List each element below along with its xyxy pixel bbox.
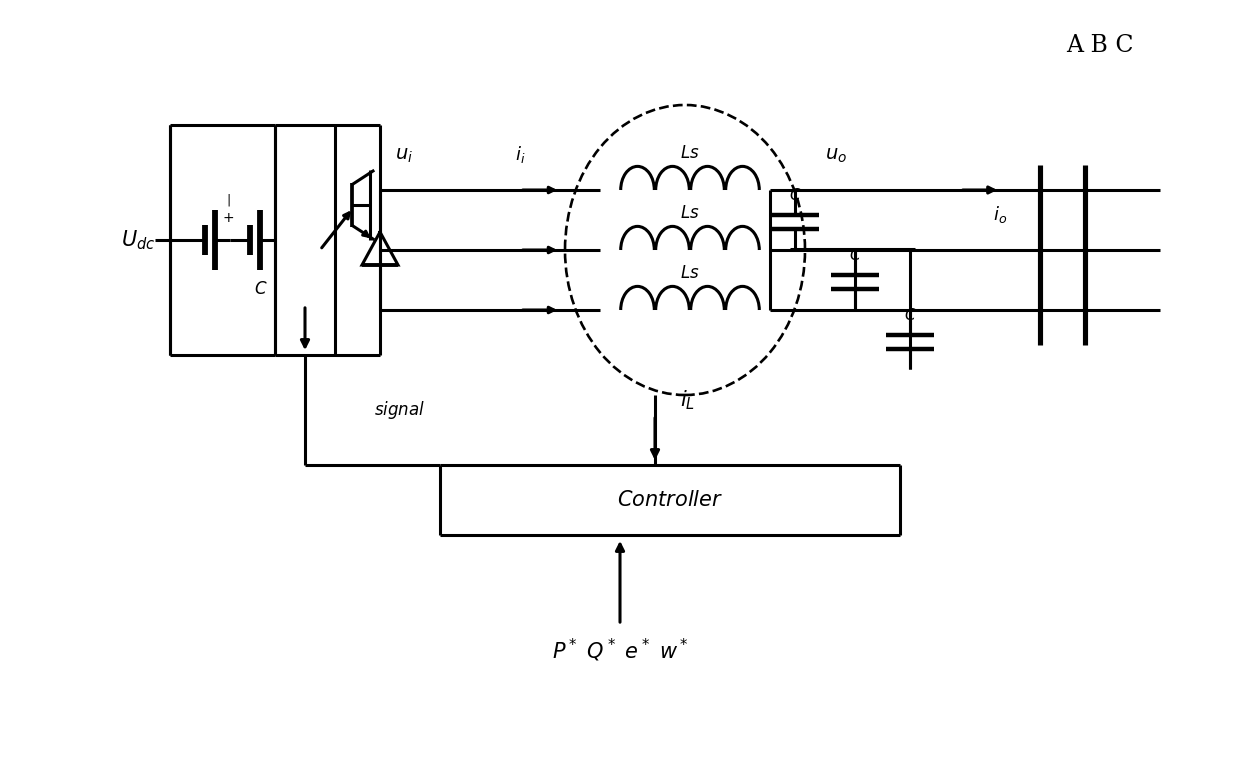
- Text: $\boldsymbol{P^*\ Q^*\ e^*\ w^*}$: $\boldsymbol{P^*\ Q^*\ e^*\ w^*}$: [552, 637, 688, 664]
- Text: $Ls$: $Ls$: [681, 144, 699, 162]
- Text: |: |: [226, 194, 231, 207]
- Text: C: C: [254, 280, 265, 298]
- Text: C: C: [849, 248, 861, 263]
- Text: $Ls$: $Ls$: [681, 264, 699, 282]
- Text: C: C: [905, 308, 915, 323]
- Text: +: +: [222, 211, 234, 225]
- Text: $Ls$: $Ls$: [681, 204, 699, 222]
- Text: $i_o$: $i_o$: [993, 204, 1007, 225]
- Text: $\boldsymbol{u_o}$: $\boldsymbol{u_o}$: [825, 146, 847, 165]
- Text: $signal$: $signal$: [374, 399, 425, 421]
- Text: $\boldsymbol{i_L}$: $\boldsymbol{i_L}$: [680, 388, 696, 412]
- Text: $i_i$: $i_i$: [515, 144, 526, 165]
- Text: $\boldsymbol{u_i}$: $\boldsymbol{u_i}$: [396, 146, 413, 165]
- Text: $Controller$: $Controller$: [616, 490, 723, 510]
- Text: C: C: [790, 188, 800, 203]
- Text: A B C: A B C: [1066, 33, 1133, 56]
- Text: $\boldsymbol{U_{dc}}$: $\boldsymbol{U_{dc}}$: [120, 228, 155, 252]
